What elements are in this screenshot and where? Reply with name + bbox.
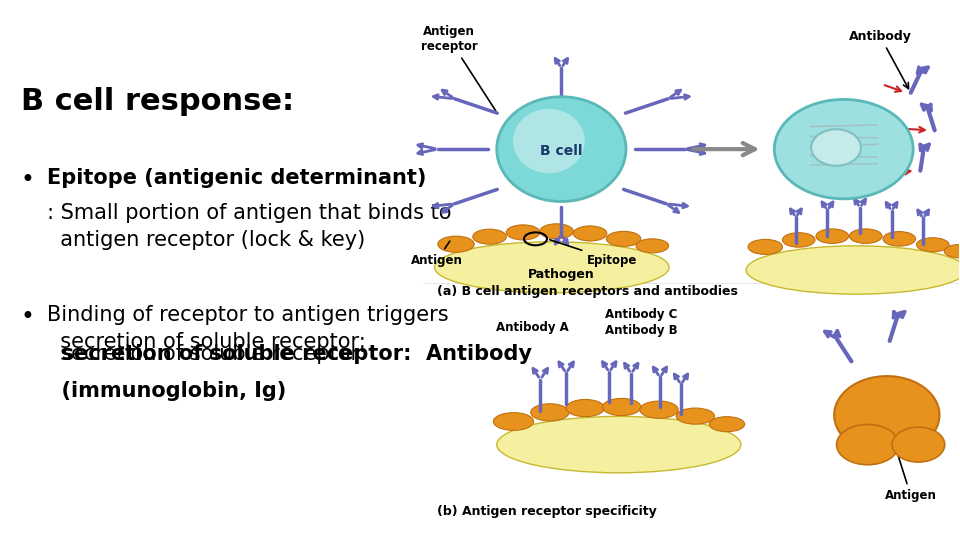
Text: B cell response:: B cell response: [20, 87, 294, 116]
Ellipse shape [566, 400, 605, 417]
Text: (a) B cell antigen receptors and antibodies: (a) B cell antigen receptors and antibod… [437, 285, 738, 298]
Ellipse shape [607, 231, 641, 246]
Text: secretion of soluble receptor:: secretion of soluble receptor: [47, 344, 379, 364]
Ellipse shape [748, 239, 782, 254]
Ellipse shape [603, 399, 641, 416]
Ellipse shape [782, 233, 815, 247]
Ellipse shape [493, 413, 534, 430]
Text: Antigen: Antigen [411, 241, 463, 267]
Ellipse shape [496, 416, 741, 473]
Text: Antibody A: Antibody A [496, 321, 569, 334]
Ellipse shape [917, 238, 949, 252]
Ellipse shape [945, 245, 960, 258]
Text: Epitope: Epitope [550, 240, 637, 267]
Ellipse shape [438, 236, 474, 252]
Text: •: • [20, 168, 35, 192]
Ellipse shape [435, 242, 669, 293]
Ellipse shape [676, 408, 714, 424]
Ellipse shape [709, 417, 745, 431]
Ellipse shape [636, 239, 668, 253]
Text: Pathogen: Pathogen [528, 268, 595, 281]
Ellipse shape [811, 129, 861, 166]
Text: Antigen: Antigen [885, 453, 937, 502]
Text: Antibody C: Antibody C [605, 308, 677, 321]
Ellipse shape [540, 224, 573, 239]
Ellipse shape [883, 232, 916, 246]
Text: (b) Antigen receptor specificity: (b) Antigen receptor specificity [437, 505, 657, 518]
Ellipse shape [531, 404, 569, 421]
Ellipse shape [775, 99, 913, 199]
Ellipse shape [573, 226, 607, 241]
Ellipse shape [816, 229, 849, 244]
Text: Antibody B: Antibody B [605, 324, 677, 337]
Text: secretion of soluble receptor:  Antibody: secretion of soluble receptor: Antibody [47, 344, 533, 364]
Text: •: • [20, 305, 35, 329]
Ellipse shape [850, 229, 882, 244]
Ellipse shape [834, 376, 940, 454]
Text: Binding of receptor to antigen triggers
  secretion of soluble receptor:: Binding of receptor to antigen triggers … [47, 305, 449, 352]
Ellipse shape [836, 424, 899, 465]
Ellipse shape [892, 427, 945, 462]
Text: Epitope (antigenic determinant): Epitope (antigenic determinant) [47, 168, 426, 188]
Ellipse shape [746, 246, 960, 294]
Ellipse shape [473, 229, 506, 244]
Text: B cell: B cell [540, 144, 583, 158]
Ellipse shape [513, 109, 585, 173]
Text: Antibody: Antibody [849, 30, 912, 89]
Ellipse shape [640, 401, 678, 418]
Ellipse shape [506, 225, 540, 240]
Ellipse shape [496, 97, 626, 201]
Text: Antigen
receptor: Antigen receptor [421, 25, 495, 111]
Text: (immunoglobin, Ig): (immunoglobin, Ig) [47, 381, 287, 401]
Text: : Small portion of antigen that binds to
  antigen receptor (lock & key): : Small portion of antigen that binds to… [47, 203, 452, 250]
